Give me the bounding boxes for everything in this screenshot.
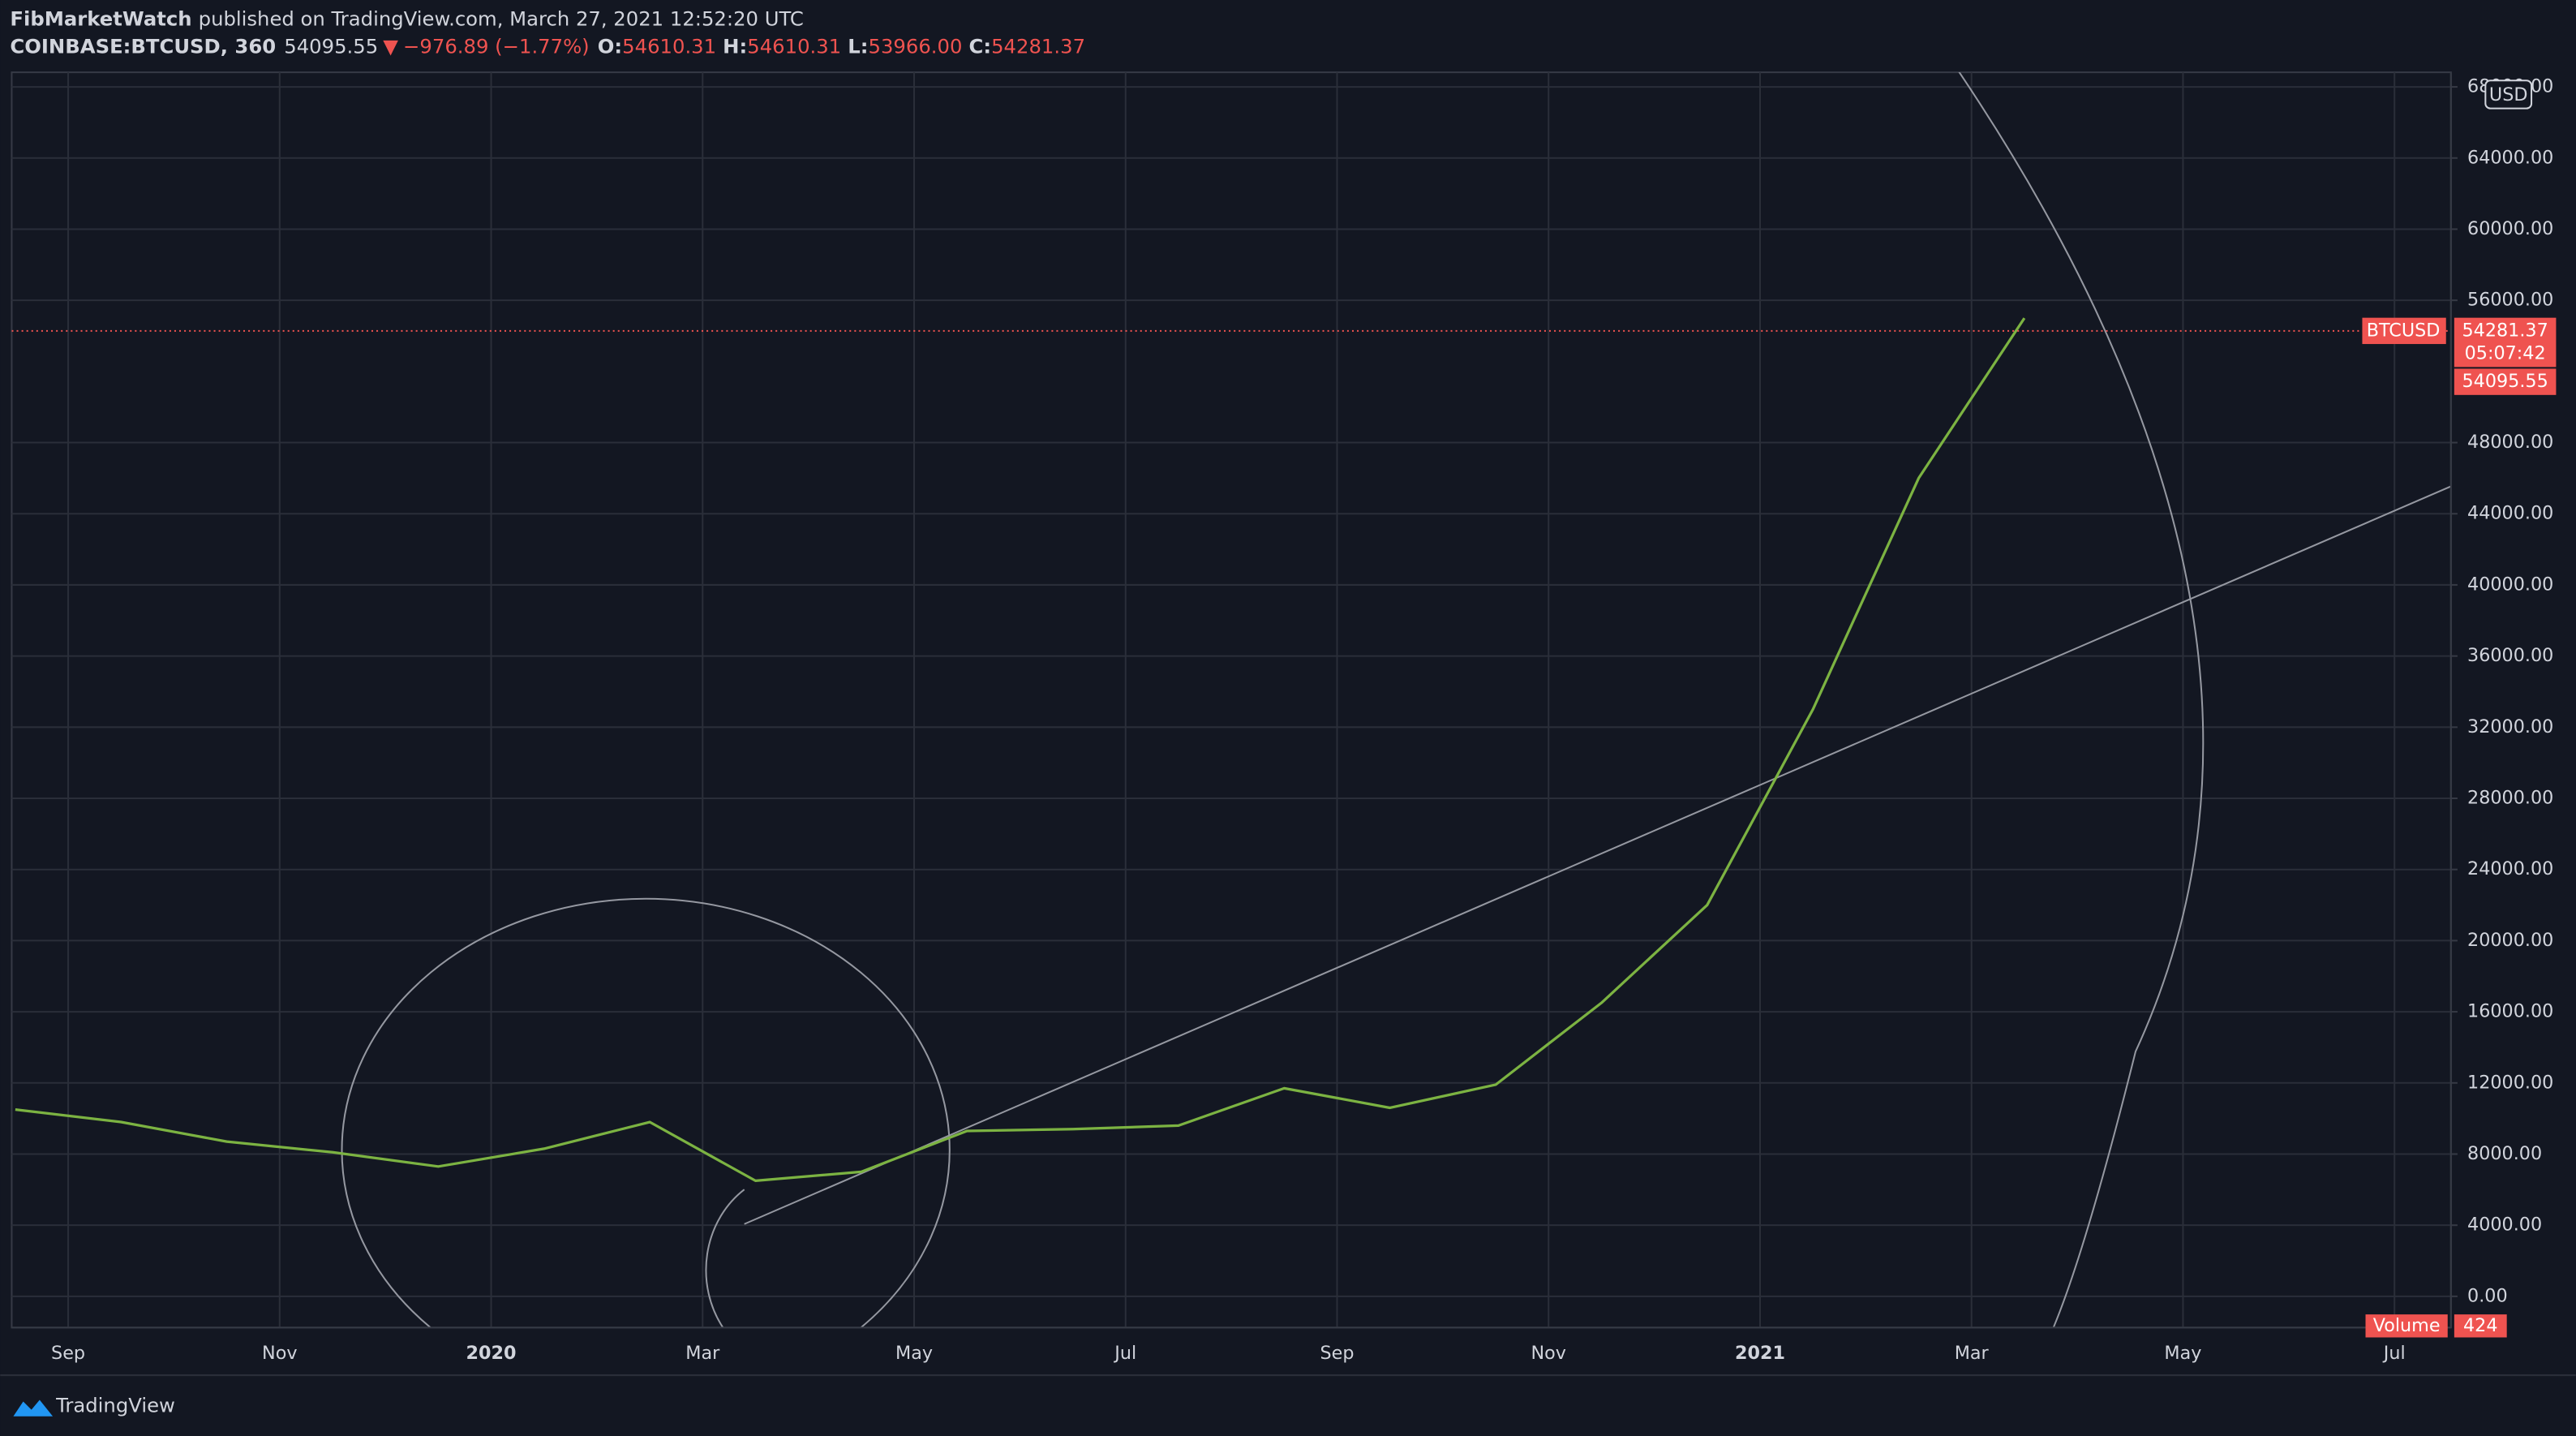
x-tick-label: May (895, 1343, 933, 1364)
y-tick-label: 56000.00 (2467, 290, 2553, 311)
y-tick-label: 0.00 (2467, 1285, 2508, 1306)
y-tick-label: 36000.00 (2467, 645, 2553, 666)
close-label: C: (969, 35, 992, 58)
currency[interactable]: USD (2489, 84, 2528, 105)
low-label: L: (848, 35, 868, 58)
currency-button[interactable] (2484, 80, 2533, 110)
x-tick-label: 2021 (1735, 1343, 1785, 1364)
y-tick-label: 48000.00 (2467, 432, 2553, 453)
series-layer (11, 317, 2451, 1182)
volume-value-bg (2454, 1314, 2507, 1338)
y-tick-label: 4000.00 (2467, 1215, 2542, 1236)
symbol: COINBASE:BTCUSD, 360 (10, 35, 276, 58)
axes: 0.00 4000.00 8000.00 12000.00 16000.00 20000.… (11, 72, 2553, 1364)
y-tick-label: 44000.00 (2467, 503, 2553, 524)
open-value: 54610.31 (622, 35, 716, 58)
x-tick-label: Sep (51, 1343, 85, 1364)
y-tick-label: 16000.00 (2467, 1001, 2553, 1022)
y-tick-label: 28000.00 (2467, 788, 2553, 809)
fib-arc-large (1958, 72, 2205, 1328)
header-line-1: FibMarketWatch published on TradingView.c… (10, 6, 803, 30)
volume-label: Volume (2373, 1315, 2441, 1336)
plot-area (11, 71, 2452, 1329)
y-tick-label: 24000.00 (2467, 858, 2553, 879)
x-tick-label: Nov (1531, 1343, 1566, 1364)
x-tick-label: Jul (2382, 1343, 2406, 1364)
trend-line (744, 485, 2451, 1225)
x-tick-label: Sep (1320, 1343, 1355, 1364)
y-tick-label: 64000.00 (2467, 147, 2553, 168)
x-tick-label: Mar (685, 1343, 720, 1364)
y-tick-label: 40000.00 (2467, 574, 2553, 595)
publisher: FibMarketWatch (10, 6, 191, 30)
x-tick-label: Nov (262, 1343, 297, 1364)
high-label: H: (723, 35, 747, 58)
header-line-2: COINBASE:BTCUSD, 360 54095.55 ▼ −976.89 (−1… (10, 35, 1085, 58)
last-tag: 54095.55 (2462, 371, 2548, 392)
close-tag: 54281.37 (2462, 320, 2548, 341)
y-tick-label: 8000.00 (2467, 1143, 2542, 1164)
series-tag: BTCUSD (2367, 320, 2441, 341)
y-tick-label: 32000.00 (2467, 716, 2553, 737)
grid (11, 72, 2451, 1328)
change-arrow: ▼ (383, 35, 398, 58)
x-tick-label: Jul (1113, 1343, 1136, 1364)
x-tick-label: May (2164, 1343, 2201, 1364)
volume-tag-bg (2365, 1314, 2448, 1338)
last-price: 54095.55 (284, 35, 378, 58)
last-tag-bg (2454, 368, 2557, 395)
low-value: 53966.00 (869, 35, 963, 58)
close-tag-bg (2454, 317, 2557, 368)
x-tick-label: Mar (1955, 1343, 1990, 1364)
open-label: O: (598, 35, 622, 58)
high-value: 54610.31 (747, 35, 841, 58)
fib-arc-tiny (705, 1189, 745, 1328)
price-line (15, 317, 2026, 1182)
fib-arc-small (341, 897, 951, 1328)
series-tag-bg (2362, 317, 2446, 345)
drawings (341, 72, 2451, 1328)
published-text: published on TradingView.com, March 27, … (199, 6, 804, 30)
volume-value: 424 (2463, 1315, 2498, 1336)
y-tick-label: 20000.00 (2467, 930, 2553, 951)
logo (13, 1399, 54, 1417)
close-value: 54281.37 (991, 35, 1085, 58)
y-tick-label: 12000.00 (2467, 1072, 2553, 1093)
brand: TradingView (55, 1394, 175, 1417)
countdown: 05:07:42 (2465, 343, 2546, 364)
y-tick-label: 60000.00 (2467, 218, 2553, 239)
x-tick-label: 2020 (466, 1343, 517, 1364)
change: −976.89 (−1.77%) (403, 35, 590, 58)
